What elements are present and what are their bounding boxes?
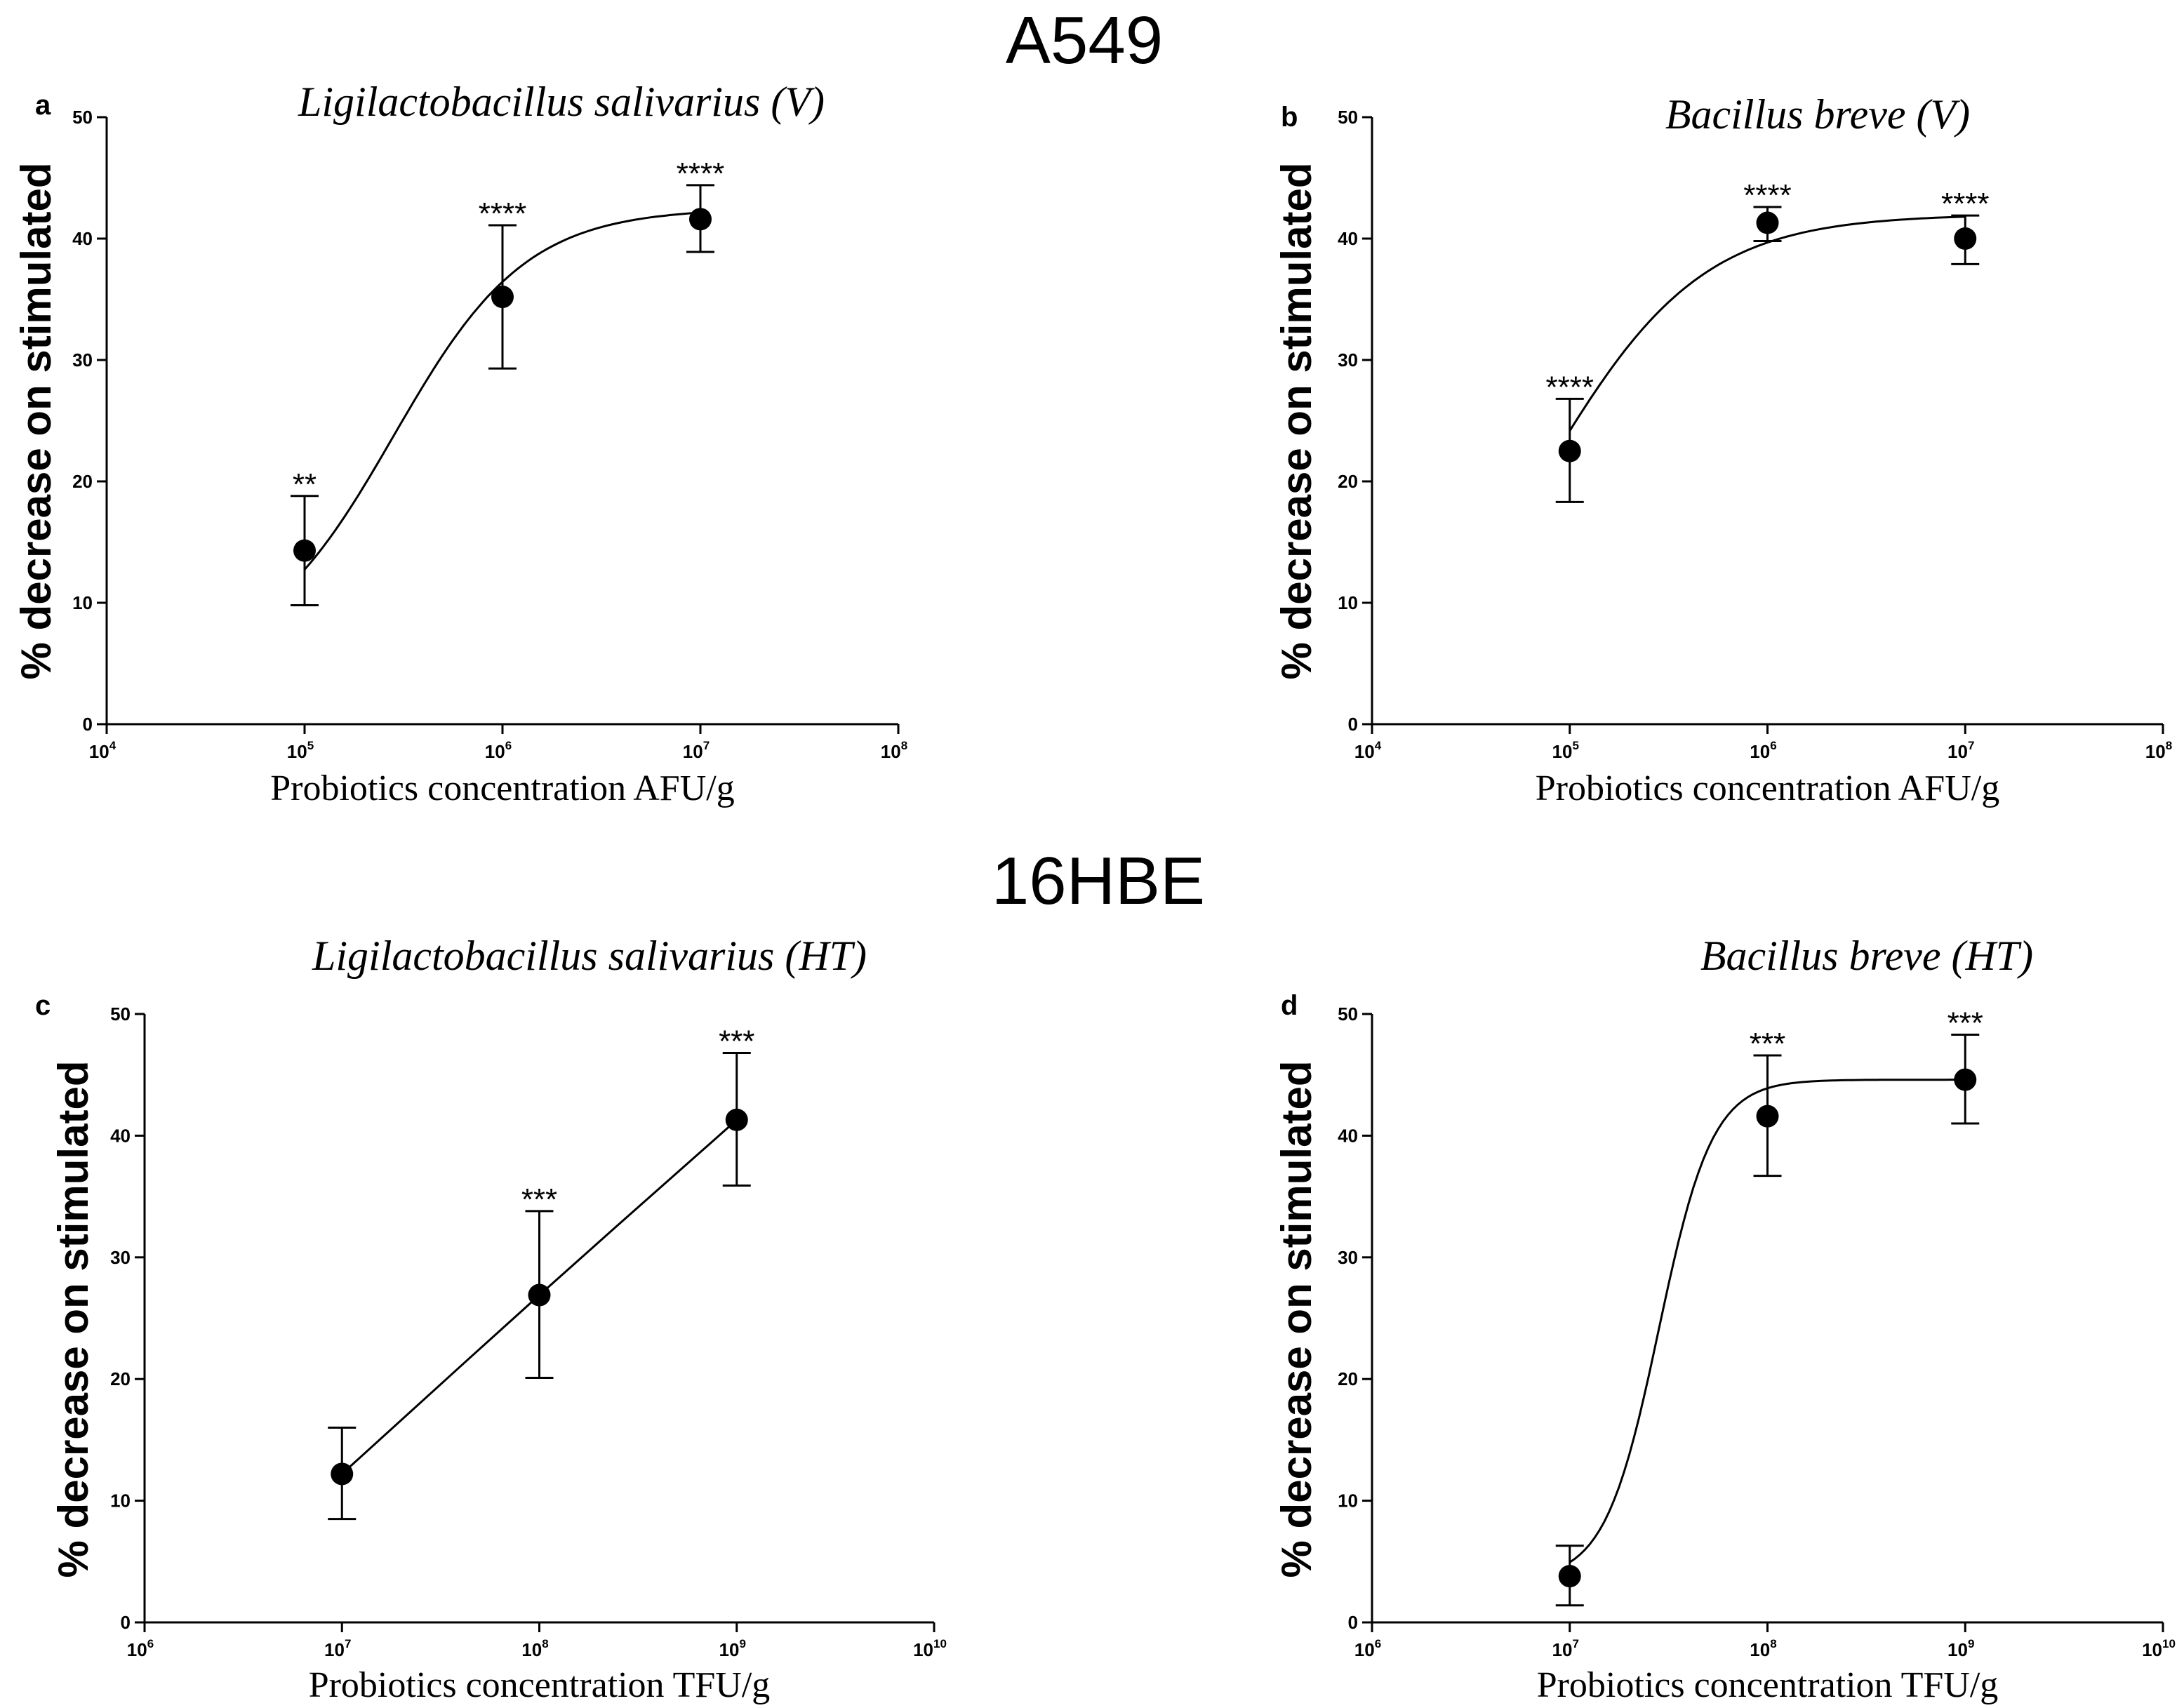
- y-tick-label: 30: [72, 349, 93, 371]
- y-tick-label: 10: [1338, 592, 1358, 613]
- significance-label: ***: [521, 1182, 557, 1217]
- panel-title: Ligilactobacillus salivarius (HT): [312, 933, 867, 979]
- chart-panel-c: Ligilactobacillus salivarius (HT) c % decr…: [35, 933, 947, 1705]
- chart-panel-b: Bacillus breve (V) b % decrease on stimula…: [1273, 91, 2172, 808]
- significance-label: ****: [1546, 370, 1594, 404]
- panel-letter: d: [1281, 990, 1298, 1021]
- y-tick-label: 40: [72, 228, 93, 249]
- x-tick-label: 1010: [913, 1637, 947, 1660]
- section-title-16hbe: 16HBE: [992, 843, 1205, 919]
- data-point: [528, 1283, 551, 1307]
- y-tick-label: 10: [1338, 1490, 1358, 1512]
- y-tick-label: 40: [1338, 1125, 1358, 1146]
- x-axis-label: Probiotics concentration TFU/g: [309, 1665, 771, 1705]
- y-tick-label: 0: [1348, 714, 1358, 735]
- significance-label: ****: [1941, 187, 1990, 221]
- x-tick-label: 105: [1552, 739, 1579, 762]
- y-axis-label: % decrease on stimulated: [13, 163, 60, 680]
- x-tick-label: 106: [1354, 1637, 1381, 1660]
- significance-label: ***: [1947, 1006, 1983, 1040]
- chart-panel-a: Ligilactobacillus salivarius (V) a % decre…: [13, 79, 907, 808]
- x-tick-label: 106: [485, 739, 512, 762]
- x-tick-label: 107: [1552, 1637, 1579, 1660]
- y-tick-label: 20: [1338, 1368, 1358, 1389]
- section-title-a549: A549: [1006, 3, 1163, 78]
- panel-letter: c: [35, 990, 51, 1021]
- significance-label: ****: [479, 196, 527, 231]
- x-tick-label: 107: [324, 1637, 351, 1660]
- data-point: [1954, 1068, 1977, 1091]
- data-point: [1558, 1565, 1581, 1588]
- x-tick-label: 104: [89, 739, 116, 762]
- y-tick-label: 0: [121, 1612, 131, 1633]
- y-tick-label: 50: [1338, 1003, 1358, 1025]
- panel-letter: b: [1281, 102, 1298, 133]
- y-tick-label: 40: [1338, 228, 1358, 249]
- x-tick-label: 108: [521, 1637, 548, 1660]
- data-point: [1954, 227, 1977, 250]
- x-axis-label: Probiotics concentration TFU/g: [1537, 1665, 1999, 1705]
- significance-label: **: [293, 467, 317, 502]
- y-tick-label: 50: [1338, 107, 1358, 128]
- x-tick-label: 108: [881, 739, 907, 762]
- data-point: [1756, 1105, 1779, 1128]
- x-tick-label: 108: [1750, 1637, 1776, 1660]
- y-tick-label: 30: [1338, 1247, 1358, 1268]
- x-tick-label: 109: [1947, 1637, 1974, 1660]
- fit-curve: [1569, 215, 1966, 432]
- significance-label: ***: [719, 1024, 754, 1058]
- data-point: [1558, 439, 1581, 462]
- data-point: [331, 1462, 354, 1486]
- data-point: [725, 1108, 748, 1131]
- y-tick-label: 10: [110, 1490, 131, 1512]
- y-tick-label: 0: [83, 714, 93, 735]
- y-tick-label: 30: [1338, 349, 1358, 371]
- x-tick-label: 107: [683, 739, 710, 762]
- y-tick-label: 20: [1338, 471, 1358, 492]
- significance-label: ***: [1750, 1027, 1785, 1061]
- y-tick-label: 20: [72, 471, 93, 492]
- y-axis-label: % decrease on stimulated: [1273, 163, 1320, 680]
- x-axis-label: Probiotics concentration AFU/g: [1536, 768, 1999, 808]
- y-tick-label: 50: [72, 107, 93, 128]
- chart-panel-d: Bacillus breve (HT) d % decrease on stimul…: [1273, 933, 2176, 1705]
- panel-title: Bacillus breve (HT): [1700, 933, 2033, 979]
- y-tick-label: 10: [72, 592, 93, 613]
- y-tick-label: 20: [110, 1368, 131, 1389]
- x-tick-label: 105: [287, 739, 314, 762]
- x-tick-label: 1010: [2142, 1637, 2176, 1660]
- x-tick-label: 109: [719, 1637, 746, 1660]
- y-tick-label: 30: [110, 1247, 131, 1268]
- y-axis-label: % decrease on stimulated: [1273, 1061, 1320, 1578]
- y-tick-label: 40: [110, 1125, 131, 1146]
- x-tick-label: 104: [1354, 739, 1382, 762]
- panel-title: Ligilactobacillus salivarius (V): [298, 79, 825, 125]
- data-point: [293, 539, 316, 562]
- y-tick-label: 0: [1348, 1612, 1358, 1633]
- x-tick-label: 106: [127, 1637, 154, 1660]
- x-axis-label: Probiotics concentration AFU/g: [270, 768, 734, 808]
- panel-letter: a: [35, 90, 51, 121]
- panel-title: Bacillus breve (V): [1665, 91, 1970, 138]
- data-point: [689, 208, 712, 231]
- data-point: [491, 286, 514, 309]
- significance-label: ****: [1743, 178, 1792, 213]
- data-point: [1756, 211, 1779, 234]
- x-tick-label: 107: [1947, 739, 1974, 762]
- y-tick-label: 50: [110, 1003, 131, 1025]
- significance-label: ****: [677, 156, 725, 191]
- x-tick-label: 106: [1750, 739, 1776, 762]
- y-axis-label: % decrease on stimulated: [50, 1061, 97, 1578]
- x-tick-label: 108: [2145, 739, 2172, 762]
